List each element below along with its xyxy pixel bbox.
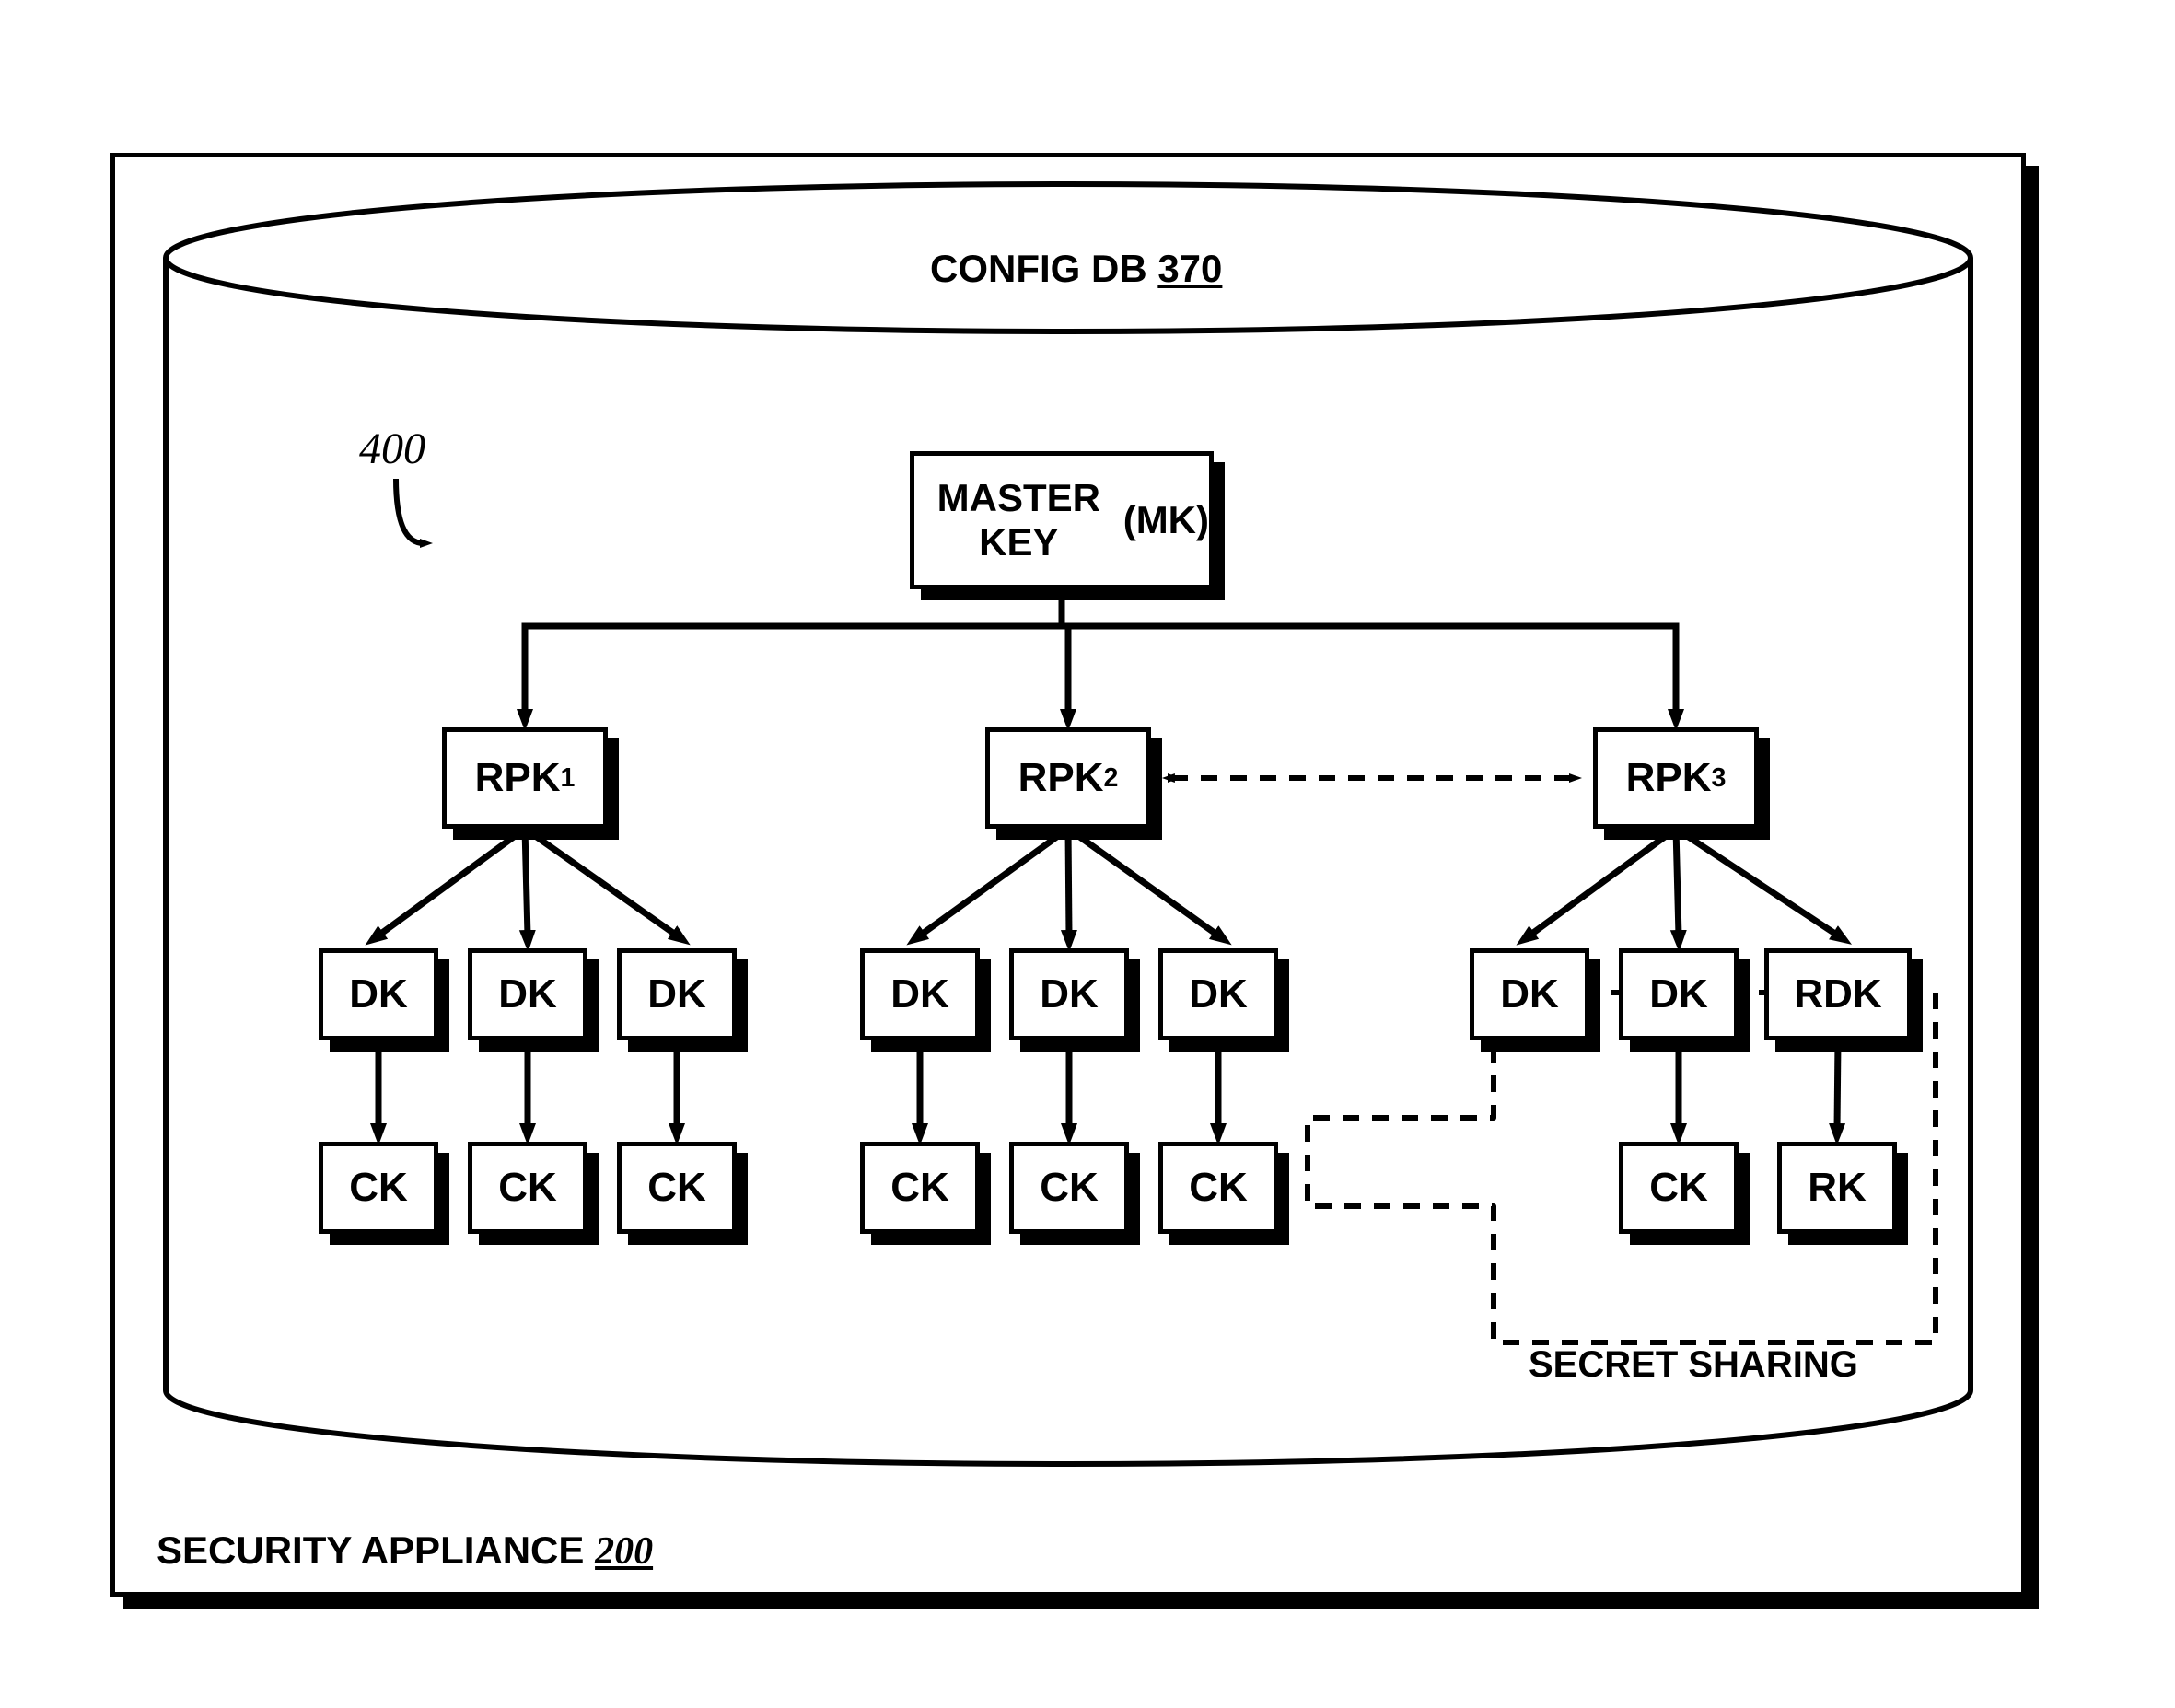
- figure-ref-label: 400: [359, 424, 425, 474]
- edge-rpk1-dk12: [525, 829, 528, 935]
- config-db-title: CONFIG DB 370: [930, 247, 1222, 291]
- node-dk13: DK: [617, 948, 737, 1040]
- node-ck11: CK: [319, 1142, 438, 1234]
- edge-mk-rpk1: [525, 589, 1062, 715]
- diagram-canvas: CONFIG DB 370 400 SECRET SHARING MASTER KEY…: [0, 0, 2175, 1708]
- node-ck21: CK: [860, 1142, 980, 1234]
- security-appliance-caption: SECURITY APPLIANCE 200: [157, 1528, 653, 1574]
- node-rpk1: RPK1: [442, 727, 608, 829]
- node-dk11: DK: [319, 948, 438, 1040]
- node-ck13: CK: [617, 1142, 737, 1234]
- edge-rdk-rk: [1837, 1040, 1838, 1129]
- edge-rpk1-dk11: [378, 829, 525, 935]
- node-ck22: CK: [1009, 1142, 1129, 1234]
- node-rk: RK: [1777, 1142, 1897, 1234]
- edge-rpk1-dk13: [525, 829, 677, 935]
- node-dk12: DK: [468, 948, 587, 1040]
- edge-rpk3-dk32: [1676, 829, 1679, 935]
- node-dk32: DK: [1619, 948, 1739, 1040]
- node-ck12: CK: [468, 1142, 587, 1234]
- node-mk: MASTER KEY(MK): [910, 451, 1214, 589]
- secret-sharing-label: SECRET SHARING: [1529, 1344, 1858, 1386]
- edge-mk-rpk3: [1062, 589, 1676, 715]
- node-rpk2: RPK2: [985, 727, 1151, 829]
- node-dk23: DK: [1158, 948, 1278, 1040]
- figure-ref-arrow: [396, 479, 424, 543]
- node-dk21: DK: [860, 948, 980, 1040]
- edge-rpk3-dk31: [1529, 829, 1676, 935]
- node-ck23: CK: [1158, 1142, 1278, 1234]
- node-dk22: DK: [1009, 948, 1129, 1040]
- edge-rpk2-dk22: [1068, 829, 1069, 935]
- node-rpk3: RPK3: [1593, 727, 1759, 829]
- node-ck32: CK: [1619, 1142, 1739, 1234]
- node-rdk: RDK: [1764, 948, 1912, 1040]
- edge-rpk2-dk23: [1068, 829, 1218, 935]
- edge-rpk3-rdk: [1676, 829, 1838, 935]
- node-dk31: DK: [1470, 948, 1589, 1040]
- edge-rpk2-dk21: [920, 829, 1068, 935]
